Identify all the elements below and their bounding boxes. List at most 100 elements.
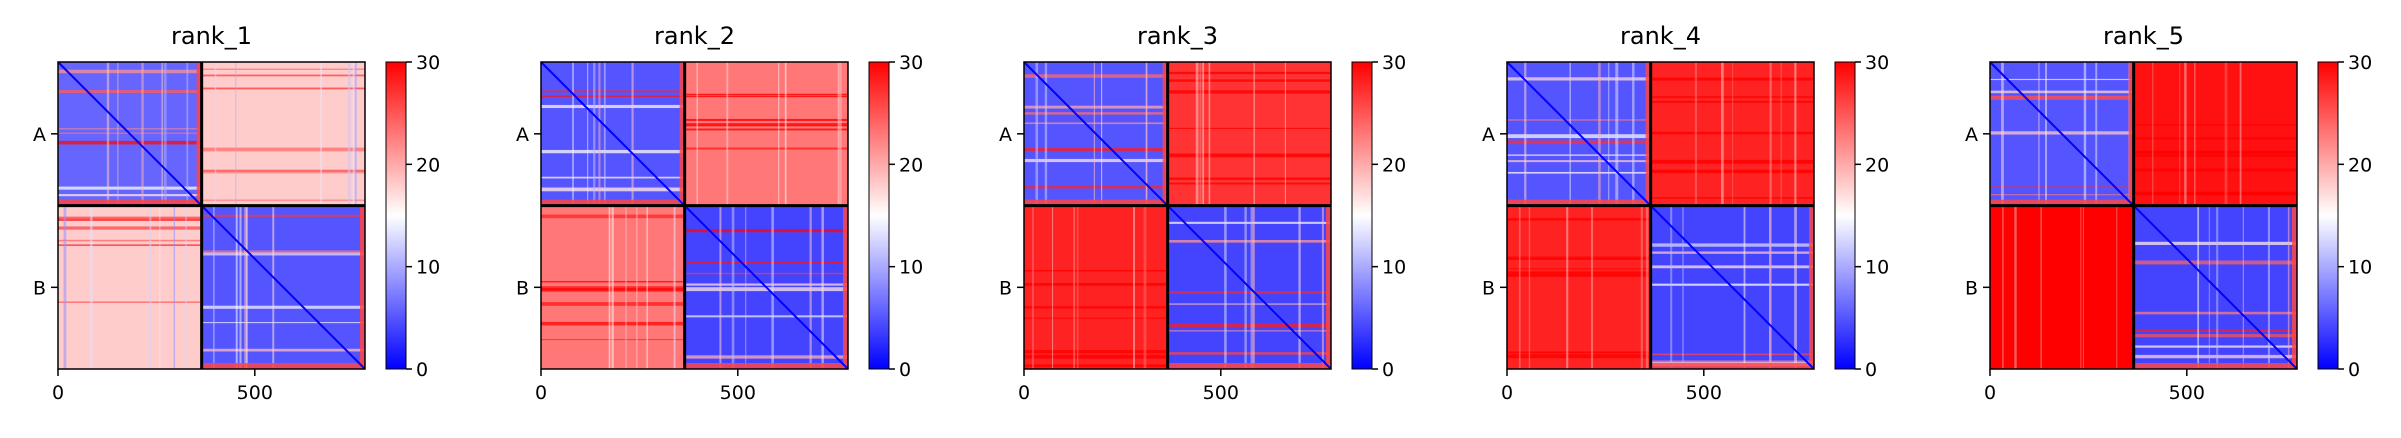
heatmap-stripe — [1507, 354, 1651, 359]
heatmap-stripe — [201, 321, 365, 324]
heatmap-edge — [1507, 199, 1651, 206]
heatmap-stripe — [1024, 350, 1168, 354]
heatmap-stripe — [1199, 62, 1202, 206]
heatmap-stripe — [1167, 303, 1331, 305]
panel-title: rank_5 — [2103, 22, 2184, 50]
heatmap-stripe — [1244, 205, 1247, 369]
heatmap-stripe — [186, 62, 189, 206]
heatmap-stripe — [1167, 323, 1331, 328]
heatmap-stripe — [2038, 62, 2040, 206]
x-tick-label: 500 — [1203, 382, 1239, 404]
heatmap-stripe — [1167, 239, 1331, 243]
heatmap-stripe — [1044, 62, 1048, 206]
heatmap-edge — [1650, 363, 1814, 369]
heatmap-stripe — [1650, 243, 1814, 247]
heatmap-stripe — [272, 205, 275, 369]
heatmap-stripe — [1250, 205, 1253, 369]
heatmap-stripe — [684, 95, 848, 98]
heatmap-stripe — [1024, 148, 1168, 152]
heatmap-stripe — [201, 305, 365, 309]
heatmap-stripe — [1650, 265, 1814, 269]
heatmap-stripe — [684, 315, 848, 318]
colorbar-tick-label: 30 — [416, 52, 440, 74]
heatmap-stripe — [185, 205, 187, 369]
heatmap-stripe — [684, 261, 848, 264]
heatmap-stripe — [1507, 273, 1651, 277]
chain-label-B: B — [1482, 277, 1495, 299]
heatmap-stripe — [1990, 235, 2134, 240]
heatmap-diagonal — [1023, 61, 1169, 207]
colorbar — [2317, 61, 2339, 370]
heatmap-stripe — [235, 62, 237, 206]
colorbar-tick-label: 0 — [416, 359, 428, 381]
heatmap-stripe — [541, 90, 685, 93]
heatmap-diagonal — [1649, 204, 1815, 370]
chain-label-A: A — [999, 124, 1012, 146]
heatmap-block-BA — [1507, 205, 1651, 369]
panel-title: rank_1 — [171, 22, 252, 50]
heatmap-stripe — [1024, 122, 1168, 125]
heatmap-stripe — [1507, 271, 1651, 274]
colorbar-tick-label: 30 — [1382, 52, 1406, 74]
heatmap-stripe — [1608, 62, 1610, 206]
heatmap-stripe — [1167, 127, 1331, 129]
heatmap-block-BA — [1990, 205, 2134, 369]
heatmap-frame — [57, 61, 366, 370]
heatmap-stripe — [1167, 90, 1331, 94]
heatmap-stripe — [1253, 62, 1256, 206]
heatmap-stripe — [541, 95, 685, 98]
x-tick-label: 0 — [1501, 382, 1513, 404]
heatmap-stripe — [201, 348, 365, 352]
heatmap-stripe — [684, 287, 848, 292]
colorbar — [385, 61, 407, 370]
heatmap-stripe — [1507, 218, 1651, 221]
heatmap-stripe — [201, 68, 365, 70]
heatmap-stripe — [1650, 283, 1814, 286]
colorbar — [1351, 61, 1373, 370]
heatmap-stripe — [1167, 79, 1331, 82]
heatmap-stripe — [1133, 205, 1136, 369]
heatmap-stripe — [2133, 137, 2297, 140]
heatmap-edge — [196, 62, 202, 206]
heatmap-stripe — [2001, 62, 2004, 206]
heatmap-block-AB — [201, 62, 365, 206]
heatmap-stripe — [2133, 154, 2297, 157]
heatmap-stripe — [684, 283, 848, 286]
heatmap-stripe — [1794, 205, 1797, 369]
heatmap-stripe — [726, 62, 729, 206]
heatmap-stripe — [2133, 168, 2297, 172]
heatmap-panel-4: rank_4 0 500 A B 0 10 20 30 — [1482, 22, 1889, 404]
heatmap-stripe — [593, 62, 596, 206]
heatmap-stripe — [63, 205, 67, 369]
panel-title: rank_2 — [654, 22, 735, 50]
heatmap-stripe — [2197, 205, 2200, 369]
heatmap-stripe — [1284, 62, 1286, 206]
colorbar-tick-label: 0 — [1865, 359, 1877, 381]
heatmap-stripe — [347, 62, 351, 206]
chain-label-B: B — [1965, 277, 1978, 299]
heatmap-stripe — [1590, 205, 1594, 369]
colorbar — [1834, 61, 1856, 370]
heatmap-stripe — [1694, 62, 1698, 206]
heatmap-edge — [58, 199, 202, 206]
heatmap-stripe — [1143, 205, 1147, 369]
heatmap-stripe — [2014, 205, 2017, 369]
heatmap-stripe — [603, 62, 606, 206]
x-tick-label: 500 — [237, 382, 273, 404]
heatmap-stripe — [684, 93, 848, 96]
heatmap-panel-1: rank_1 0 500 A B 0 10 20 30 — [33, 22, 440, 404]
heatmap-stripe — [1167, 177, 1331, 180]
chain-label-B: B — [516, 277, 529, 299]
heatmap-stripe — [745, 205, 747, 369]
heatmap-edge — [201, 363, 365, 369]
heatmap-edge — [843, 205, 848, 369]
heatmap-stripe — [58, 301, 202, 303]
heatmap-stripe — [2133, 124, 2297, 126]
heatmap-stripe — [1073, 205, 1076, 369]
chain-label-A: A — [516, 124, 529, 146]
heatmap-stripe — [541, 149, 685, 154]
heatmap-stripe — [1035, 62, 1039, 206]
heatmap-stripe — [636, 205, 638, 369]
heatmap-stripe — [1794, 62, 1797, 206]
